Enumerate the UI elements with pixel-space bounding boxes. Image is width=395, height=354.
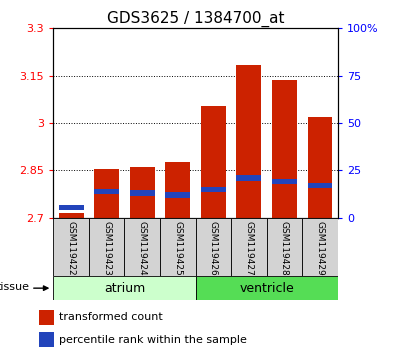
Text: transformed count: transformed count — [59, 313, 163, 322]
Bar — [89, 218, 124, 276]
Bar — [272, 80, 297, 218]
Text: GSM119424: GSM119424 — [138, 221, 147, 275]
Text: GSM119427: GSM119427 — [245, 221, 253, 275]
Text: GSM119426: GSM119426 — [209, 221, 218, 275]
Bar — [160, 218, 196, 276]
Bar — [124, 218, 160, 276]
Bar — [94, 189, 119, 194]
Title: GDS3625 / 1384700_at: GDS3625 / 1384700_at — [107, 11, 284, 27]
Bar — [58, 205, 83, 210]
Bar — [130, 167, 154, 218]
Text: GSM119425: GSM119425 — [173, 221, 182, 275]
Bar — [201, 106, 226, 218]
Bar — [267, 218, 302, 276]
Bar — [94, 169, 119, 218]
Bar — [53, 218, 89, 276]
Bar — [231, 218, 267, 276]
Bar — [236, 65, 261, 218]
Bar — [166, 161, 190, 218]
Bar — [53, 276, 196, 300]
Text: GSM119423: GSM119423 — [102, 221, 111, 275]
Text: GSM119429: GSM119429 — [316, 221, 324, 275]
Bar — [196, 276, 338, 300]
Text: GSM119422: GSM119422 — [67, 221, 75, 275]
Text: atrium: atrium — [104, 282, 145, 295]
Bar — [272, 179, 297, 184]
Text: GSM119428: GSM119428 — [280, 221, 289, 275]
Bar — [58, 213, 83, 218]
Bar — [307, 117, 333, 218]
Bar — [166, 192, 190, 198]
Bar — [302, 218, 338, 276]
Bar — [236, 175, 261, 181]
Text: percentile rank within the sample: percentile rank within the sample — [59, 335, 247, 344]
Text: ventricle: ventricle — [239, 282, 294, 295]
Bar — [39, 310, 54, 325]
Bar — [201, 187, 226, 192]
Bar — [196, 218, 231, 276]
Bar — [307, 183, 333, 188]
Text: tissue: tissue — [0, 282, 29, 292]
Bar — [130, 190, 154, 196]
Bar — [39, 332, 54, 347]
